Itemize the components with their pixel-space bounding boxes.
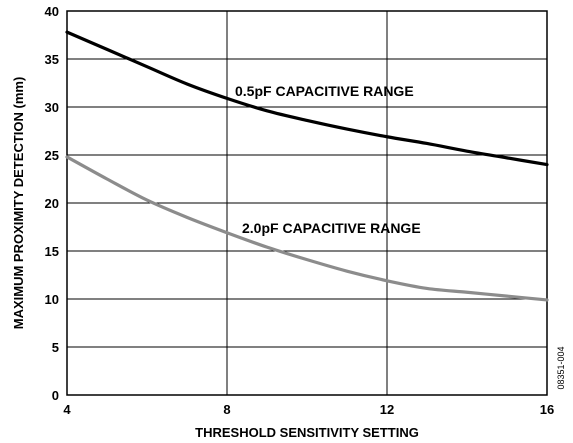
x-tick-label: 4: [63, 402, 71, 417]
y-tick-label: 30: [45, 100, 59, 115]
x-axis-title: THRESHOLD SENSITIVITY SETTING: [195, 425, 419, 440]
y-tick-label: 25: [45, 148, 59, 163]
x-tick-label: 12: [380, 402, 394, 417]
y-tick-label: 0: [52, 388, 59, 403]
series-label-2.0pf: 2.0pF CAPACITIVE RANGE: [242, 220, 421, 236]
y-tick-label: 15: [45, 244, 59, 259]
y-axis-title: MAXIMUM PROXIMITY DETECTION (mm): [11, 77, 26, 330]
series-line-0: [65, 30, 549, 167]
y-tick-labels: 0 5 10 15 20 25 30 35 40: [45, 4, 59, 403]
plot-frame: [66, 10, 548, 396]
y-tick-label: 20: [45, 196, 59, 211]
figure-id: 08351-004: [556, 346, 566, 389]
y-tick-label: 40: [45, 4, 59, 19]
grid-lines: [66, 10, 548, 396]
y-tick-label: 5: [52, 340, 59, 355]
series-lines: [65, 30, 549, 302]
series-line-1: [65, 155, 549, 302]
y-tick-label: 35: [45, 52, 59, 67]
series-label-0.5pf: 0.5pF CAPACITIVE RANGE: [235, 83, 414, 99]
x-tick-label: 8: [223, 402, 230, 417]
x-tick-labels: 4 8 12 16: [63, 402, 554, 417]
y-tick-label: 10: [45, 292, 59, 307]
x-tick-label: 16: [540, 402, 554, 417]
